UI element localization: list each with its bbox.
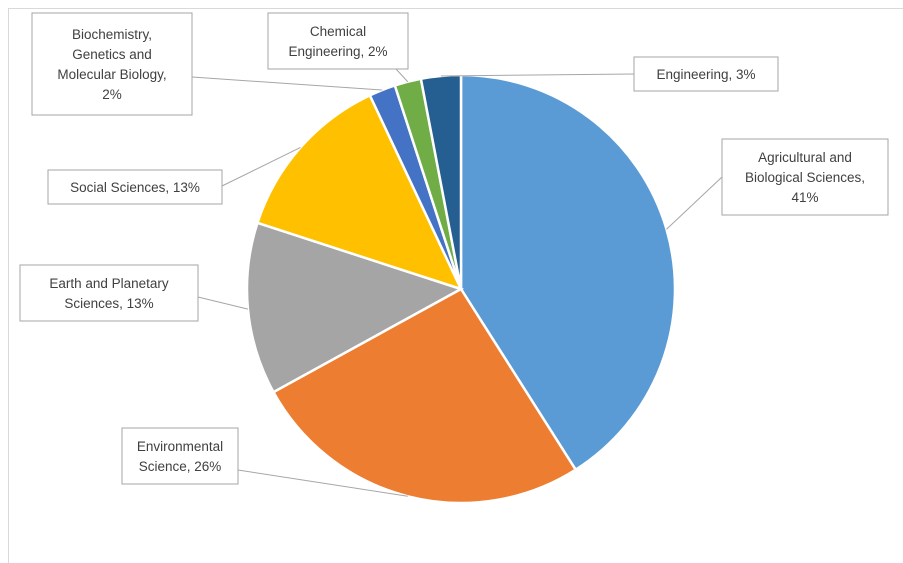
- leader-line-3: [221, 147, 301, 187]
- leader-line-4: [191, 76, 383, 91]
- data-label-box-2: [19, 264, 199, 322]
- data-label-5: Chemical Engineering, 2%: [267, 12, 409, 70]
- data-label-2: Earth and Planetary Sciences, 13%: [19, 264, 199, 322]
- pie-slice-1: [271, 287, 578, 505]
- pie-slice-3: [255, 93, 464, 292]
- data-label-text: Genetics and: [72, 47, 152, 62]
- pie-slice-6: [419, 73, 463, 290]
- data-label-text: Biochemistry,: [72, 27, 152, 42]
- data-label-box-1: [121, 427, 239, 485]
- leader-lines: [191, 68, 723, 497]
- leader-line-2: [197, 296, 249, 310]
- data-label-text: Engineering, 3%: [656, 67, 755, 82]
- data-label-box-6: [633, 56, 779, 92]
- data-label-text: Biological Sciences,: [745, 170, 865, 185]
- data-label-text: Engineering, 2%: [288, 44, 387, 59]
- leader-line-5: [395, 68, 409, 83]
- data-label-box-4: [31, 12, 193, 116]
- data-labels: Agricultural and Biological Sciences, 41% E…: [19, 12, 889, 485]
- chart-area: [8, 8, 903, 563]
- data-label-text: 2%: [102, 87, 122, 102]
- data-label-box-3: [47, 169, 223, 205]
- data-label-box-0: [721, 138, 889, 216]
- data-label-0: Agricultural and Biological Sciences, 41%: [721, 138, 889, 216]
- data-label-text: Environmental: [137, 439, 223, 454]
- data-label-text: 41%: [791, 190, 818, 205]
- leader-line-0: [666, 176, 723, 230]
- pie-slices: [245, 73, 677, 505]
- data-label-text: Agricultural and: [758, 150, 852, 165]
- data-label-text: Earth and Planetary: [49, 276, 169, 291]
- data-label-4: Biochemistry, Genetics and Molecular Biolo…: [31, 12, 193, 116]
- data-label-box-5: [267, 12, 409, 70]
- data-label-text: Social Sciences, 13%: [70, 180, 200, 195]
- data-label-1: Environmental Science, 26%: [121, 427, 239, 485]
- data-label-text: Chemical: [310, 24, 366, 39]
- leader-line-6: [440, 73, 635, 77]
- pie-slice-2: [245, 221, 465, 394]
- data-label-text: Molecular Biology,: [57, 67, 166, 82]
- data-label-6: Engineering, 3%: [633, 56, 779, 92]
- leader-line-1: [237, 469, 408, 497]
- data-label-text: Science, 26%: [139, 459, 222, 474]
- data-label-3: Social Sciences, 13%: [47, 169, 223, 205]
- data-label-text: Sciences, 13%: [64, 296, 153, 311]
